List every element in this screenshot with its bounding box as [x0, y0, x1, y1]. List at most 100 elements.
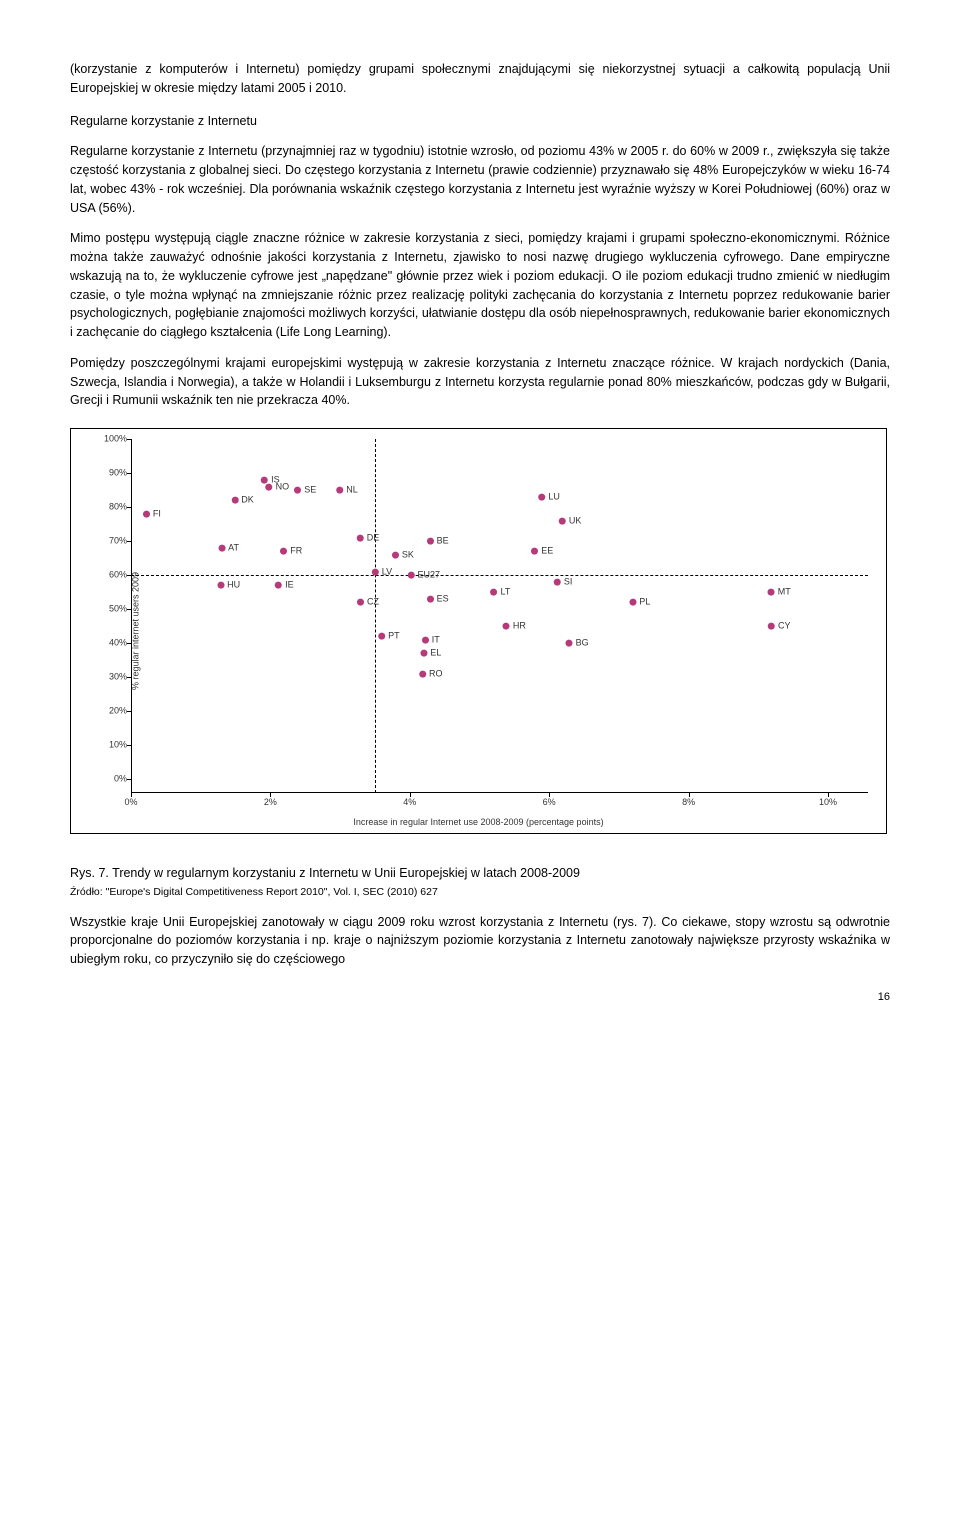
point-marker — [143, 511, 150, 518]
point-label: FR — [290, 546, 302, 556]
data-point: ES — [427, 589, 449, 608]
paragraph-intro: (korzystanie z komputerów i Internetu) p… — [70, 60, 890, 98]
point-marker — [768, 623, 775, 630]
section-heading: Regularne korzystanie z Internetu — [70, 112, 890, 131]
figure-source: Źródło: "Europe's Digital Competitivenes… — [70, 885, 890, 901]
y-tick: 20% — [99, 704, 127, 718]
point-marker — [217, 582, 224, 589]
data-point: SE — [294, 481, 316, 500]
data-point: EU27 — [407, 566, 440, 585]
chart-plot-area: FIDKISNOSENLATFRHUIEDEBESKLVEU27CZESPTIT… — [131, 439, 868, 793]
point-label: LV — [382, 566, 392, 576]
point-label: NO — [276, 481, 290, 491]
data-point: PL — [629, 593, 650, 612]
reference-horizontal — [131, 575, 868, 576]
data-point: AT — [218, 538, 239, 557]
reference-vertical — [375, 439, 376, 793]
x-tick: 8% — [682, 796, 695, 810]
point-label: EU27 — [417, 570, 440, 580]
point-label: MT — [778, 587, 791, 597]
x-tick: 10% — [819, 796, 837, 810]
point-label: ES — [437, 593, 449, 603]
point-label: BG — [576, 638, 589, 648]
point-marker — [419, 670, 426, 677]
point-label: CZ — [367, 597, 379, 607]
page-number: 16 — [70, 989, 890, 1006]
point-marker — [420, 650, 427, 657]
point-marker — [378, 633, 385, 640]
y-tick: 60% — [99, 568, 127, 582]
x-tick: 4% — [403, 796, 416, 810]
figure-caption: Rys. 7. Trendy w regularnym korzystaniu … — [70, 864, 890, 883]
point-label: LU — [548, 491, 560, 501]
point-label: IE — [285, 580, 294, 590]
data-point: PT — [378, 627, 400, 646]
point-marker — [336, 487, 343, 494]
point-marker — [357, 599, 364, 606]
point-label: PT — [388, 631, 400, 641]
point-label: UK — [569, 515, 582, 525]
point-marker — [531, 548, 538, 555]
y-tick: 50% — [99, 602, 127, 616]
point-label: LT — [500, 587, 510, 597]
data-point: EE — [531, 542, 553, 561]
point-label: CY — [778, 621, 791, 631]
point-marker — [407, 572, 414, 579]
data-point: SK — [392, 545, 414, 564]
y-tick: 0% — [99, 772, 127, 786]
point-label: SE — [304, 485, 316, 495]
data-point: NO — [266, 477, 290, 496]
data-point: NL — [336, 481, 358, 500]
y-tick: 10% — [99, 738, 127, 752]
data-point: FI — [143, 504, 161, 523]
data-point: LV — [372, 562, 392, 581]
point-label: IT — [432, 634, 440, 644]
data-point: HU — [217, 576, 240, 595]
paragraph-4: Pomiędzy poszczególnymi krajami europejs… — [70, 354, 890, 410]
point-marker — [231, 497, 238, 504]
data-point: BE — [427, 532, 449, 551]
point-marker — [427, 538, 434, 545]
data-point: FR — [280, 542, 302, 561]
point-label: HU — [227, 580, 240, 590]
paragraph-5: Wszystkie kraje Unii Europejskiej zanoto… — [70, 913, 890, 969]
data-point: BG — [566, 634, 589, 653]
point-label: SI — [564, 576, 573, 586]
point-marker — [538, 494, 545, 501]
y-tick: 90% — [99, 466, 127, 480]
point-label: PL — [639, 597, 650, 607]
x-tick: 6% — [543, 796, 556, 810]
data-point: LT — [490, 583, 510, 602]
point-label: EE — [541, 546, 553, 556]
point-marker — [357, 534, 364, 541]
point-label: AT — [228, 542, 239, 552]
point-label: BE — [437, 536, 449, 546]
point-marker — [372, 568, 379, 575]
point-label: EL — [430, 648, 441, 658]
point-label: DE — [367, 532, 380, 542]
data-point: CZ — [357, 593, 379, 612]
point-marker — [566, 640, 573, 647]
x-tick: 2% — [264, 796, 277, 810]
scatter-chart: % regular internet users 2009 Increase i… — [70, 428, 887, 834]
data-point: SI — [554, 572, 573, 591]
point-marker — [768, 589, 775, 596]
y-tick: 80% — [99, 500, 127, 514]
y-tick: 30% — [99, 670, 127, 684]
data-point: UK — [559, 511, 582, 530]
point-marker — [629, 599, 636, 606]
data-point: IE — [275, 576, 294, 595]
x-axis-label: Increase in regular Internet use 2008-20… — [353, 816, 603, 830]
point-label: DK — [241, 495, 254, 505]
point-label: FI — [153, 508, 161, 518]
data-point: DE — [357, 528, 380, 547]
point-marker — [490, 589, 497, 596]
point-label: RO — [429, 668, 443, 678]
data-point: RO — [419, 664, 443, 683]
point-marker — [280, 548, 287, 555]
data-point: LU — [538, 487, 560, 506]
point-marker — [275, 582, 282, 589]
data-point: EL — [420, 644, 441, 663]
y-tick: 100% — [99, 432, 127, 446]
point-marker — [554, 579, 561, 586]
